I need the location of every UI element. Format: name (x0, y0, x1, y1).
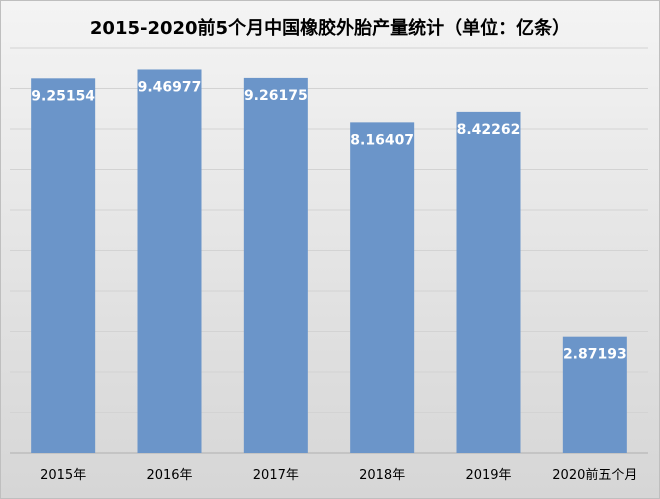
x-tick-label-3: 2018年 (359, 468, 405, 483)
data-labels: 9.25154 9.46977 9.26175 8.16407 8.42262 2.871… (31, 79, 626, 362)
bar-1 (137, 69, 202, 454)
data-label-1: 9.46977 (138, 79, 202, 95)
bar-4 (456, 111, 521, 454)
gridlines (10, 47, 648, 454)
bars (31, 69, 627, 454)
x-tick-label-1: 2016年 (146, 468, 192, 483)
bar-2 (243, 77, 308, 454)
data-label-3: 8.16407 (350, 132, 414, 148)
x-tick-labels: 2015年 2016年 2017年 2018年 2019年 2020前五个月 (40, 467, 637, 483)
chart-title: 2015-2020前5个月中国橡胶外胎产量统计（单位：亿条） (89, 18, 571, 39)
data-label-5: 2.87193 (563, 347, 627, 363)
x-tick-label-5: 2020前五个月 (552, 467, 637, 483)
bar-0 (31, 78, 96, 454)
bar-5 (562, 336, 627, 453)
bar-3 (350, 122, 415, 453)
x-tick-label-4: 2019年 (465, 468, 511, 483)
data-label-2: 9.26175 (244, 88, 308, 104)
data-label-0: 9.25154 (31, 88, 95, 104)
x-tick-label-0: 2015年 (40, 468, 86, 483)
x-tick-label-2: 2017年 (253, 468, 299, 483)
data-label-4: 8.42262 (457, 122, 521, 138)
